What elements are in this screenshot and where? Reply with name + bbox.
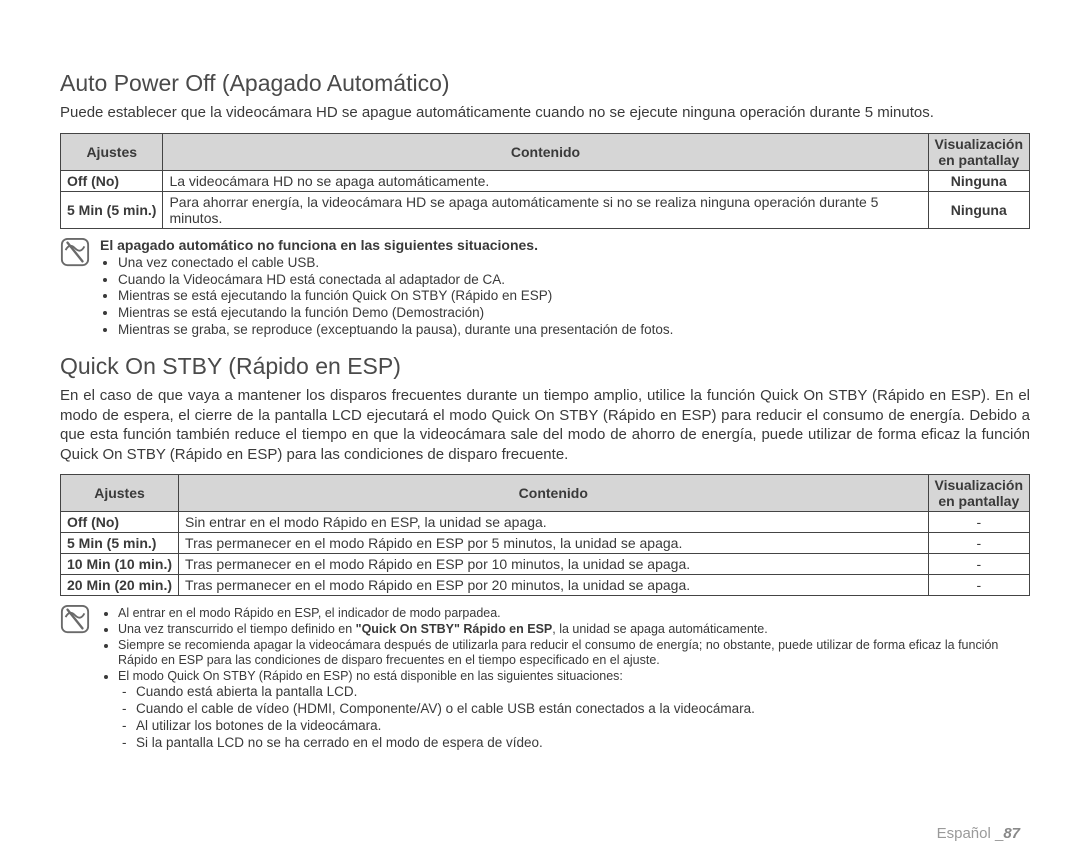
cell-display: - bbox=[928, 554, 1029, 575]
section2-table: Ajustes Contenido Visualización en panta… bbox=[60, 474, 1030, 596]
note-subitem: Cuando el cable de vídeo (HDMI, Componen… bbox=[136, 701, 1030, 718]
note-icon bbox=[60, 604, 90, 634]
note-item: El modo Quick On STBY (Rápido en ESP) no… bbox=[118, 669, 1030, 752]
note-item-pre: Una vez transcurrido el tiempo definido … bbox=[118, 622, 356, 636]
cell-display: - bbox=[928, 512, 1029, 533]
note-item: Mientras se graba, se reproduce (exceptu… bbox=[118, 322, 1030, 339]
table-header-display-l2: en pantallay bbox=[938, 493, 1019, 509]
cell-setting: 10 Min (10 min.) bbox=[61, 554, 179, 575]
cell-content: La videocámara HD no se apaga automática… bbox=[163, 170, 928, 191]
note-icon-wrap bbox=[60, 604, 90, 752]
section1-table: Ajustes Contenido Visualización en panta… bbox=[60, 133, 1030, 229]
section1-intro: Puede establecer que la videocámara HD s… bbox=[60, 103, 1030, 123]
table-header-display-l1: Visualización bbox=[935, 136, 1023, 152]
note-subitem: Si la pantalla LCD no se ha cerrado en e… bbox=[136, 735, 1030, 752]
cell-content: Tras permanecer en el modo Rápido en ESP… bbox=[179, 575, 929, 596]
table-header-display-l1: Visualización bbox=[935, 477, 1023, 493]
cell-setting: 20 Min (20 min.) bbox=[61, 575, 179, 596]
table-row: 10 Min (10 min.) Tras permanecer en el m… bbox=[61, 554, 1030, 575]
table-header-content: Contenido bbox=[179, 475, 929, 512]
cell-display: - bbox=[928, 533, 1029, 554]
note-item-post: , la unidad se apaga automáticamente. bbox=[552, 622, 767, 636]
section1-note: El apagado automático no funciona en las… bbox=[60, 237, 1030, 339]
table-header-settings: Ajustes bbox=[61, 475, 179, 512]
note-item: Una vez transcurrido el tiempo definido … bbox=[118, 622, 1030, 638]
footer-lang: Español _ bbox=[937, 825, 1004, 842]
note-subitem: Cuando está abierta la pantalla LCD. bbox=[136, 684, 1030, 701]
cell-setting: Off (No) bbox=[61, 170, 163, 191]
cell-content: Tras permanecer en el modo Rápido en ESP… bbox=[179, 533, 929, 554]
table-header-display-l2: en pantallay bbox=[938, 152, 1019, 168]
note-item: Mientras se está ejecutando la función D… bbox=[118, 305, 1030, 322]
note-subitem: Al utilizar los botones de la videocámar… bbox=[136, 718, 1030, 735]
cell-display: Ninguna bbox=[928, 170, 1029, 191]
cell-content: Para ahorrar energía, la videocámara HD … bbox=[163, 191, 928, 228]
note-item: Mientras se está ejecutando la función Q… bbox=[118, 288, 1030, 305]
table-header-display: Visualización en pantallay bbox=[928, 133, 1029, 170]
manual-page: Auto Power Off (Apagado Automático) Pued… bbox=[0, 0, 1080, 866]
cell-content: Tras permanecer en el modo Rápido en ESP… bbox=[179, 554, 929, 575]
cell-display: - bbox=[928, 575, 1029, 596]
note-sublist: Cuando está abierta la pantalla LCD. Cua… bbox=[118, 684, 1030, 752]
note-list: Una vez conectado el cable USB. Cuando l… bbox=[100, 255, 1030, 339]
note-list: Al entrar en el modo Rápido en ESP, el i… bbox=[100, 606, 1030, 752]
note-item: Cuando la Videocámara HD está conectada … bbox=[118, 272, 1030, 289]
cell-setting: 5 Min (5 min.) bbox=[61, 191, 163, 228]
note-item: Al entrar en el modo Rápido en ESP, el i… bbox=[118, 606, 1030, 622]
note-icon-wrap bbox=[60, 237, 90, 339]
note-body: El apagado automático no funciona en las… bbox=[100, 237, 1030, 339]
note-item: Siempre se recomienda apagar la videocám… bbox=[118, 638, 1030, 669]
note-icon bbox=[60, 237, 90, 267]
footer-page-number: 87 bbox=[1003, 825, 1020, 842]
section1-title: Auto Power Off (Apagado Automático) bbox=[60, 70, 1030, 97]
cell-content: Sin entrar en el modo Rápido en ESP, la … bbox=[179, 512, 929, 533]
cell-setting: Off (No) bbox=[61, 512, 179, 533]
note-item-bold: "Quick On STBY" Rápido en ESP bbox=[356, 622, 553, 636]
note-body: Al entrar en el modo Rápido en ESP, el i… bbox=[100, 604, 1030, 752]
table-row: 5 Min (5 min.) Tras permanecer en el mod… bbox=[61, 533, 1030, 554]
page-footer: Español _87 bbox=[937, 825, 1020, 842]
note-item-text: El modo Quick On STBY (Rápido en ESP) no… bbox=[118, 669, 623, 683]
note-item: Una vez conectado el cable USB. bbox=[118, 255, 1030, 272]
table-row: Off (No) Sin entrar en el modo Rápido en… bbox=[61, 512, 1030, 533]
section2-note: Al entrar en el modo Rápido en ESP, el i… bbox=[60, 604, 1030, 752]
table-header-display: Visualización en pantallay bbox=[928, 475, 1029, 512]
note-lead: El apagado automático no funciona en las… bbox=[100, 237, 1030, 253]
section2-intro: En el caso de que vaya a mantener los di… bbox=[60, 386, 1030, 464]
cell-setting: 5 Min (5 min.) bbox=[61, 533, 179, 554]
cell-display: Ninguna bbox=[928, 191, 1029, 228]
table-row: Off (No) La videocámara HD no se apaga a… bbox=[61, 170, 1030, 191]
table-header-settings: Ajustes bbox=[61, 133, 163, 170]
table-row: 5 Min (5 min.) Para ahorrar energía, la … bbox=[61, 191, 1030, 228]
table-row: 20 Min (20 min.) Tras permanecer en el m… bbox=[61, 575, 1030, 596]
section2-title: Quick On STBY (Rápido en ESP) bbox=[60, 353, 1030, 380]
table-header-content: Contenido bbox=[163, 133, 928, 170]
